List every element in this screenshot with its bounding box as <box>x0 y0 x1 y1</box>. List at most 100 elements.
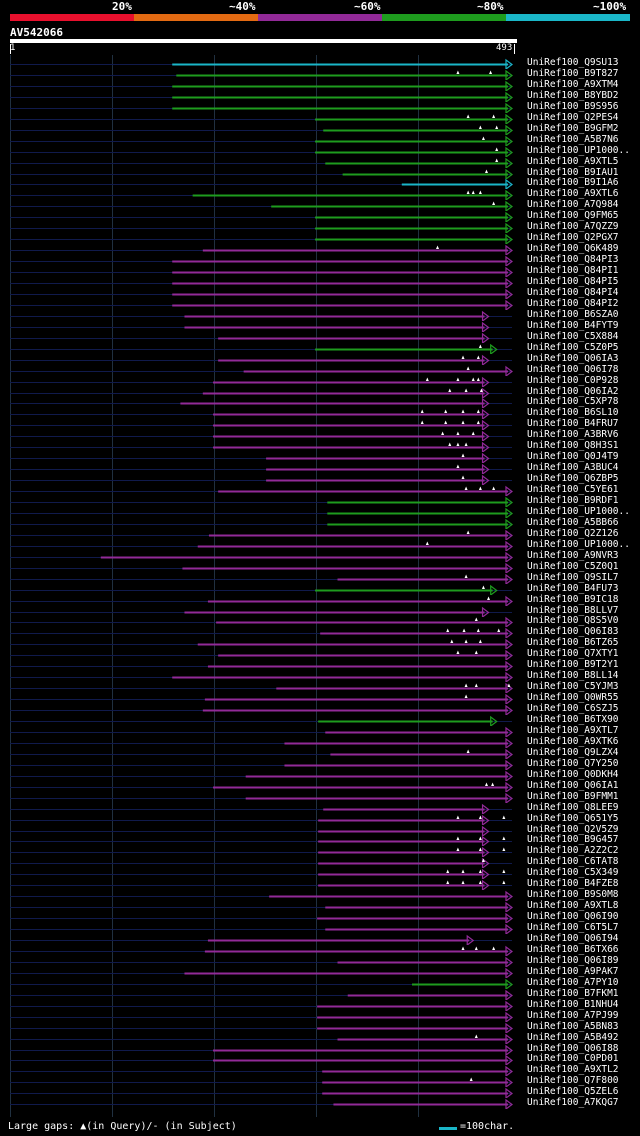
hit-row[interactable]: UniRef100_B9IC18 <box>0 593 640 606</box>
hit-row[interactable]: UniRef100_A2Z2C2 <box>0 845 640 858</box>
hit-row[interactable]: UniRef100_Q0J4T9 <box>0 451 640 464</box>
hit-label[interactable]: UniRef100_UP1000.. <box>527 144 630 156</box>
hit-label[interactable]: UniRef100_B9IC18 <box>527 593 619 605</box>
hit-label[interactable]: UniRef100_B6TX66 <box>527 943 619 955</box>
hit-label[interactable]: UniRef100_UP1000.. <box>527 538 630 550</box>
hit-label[interactable]: UniRef100_Q651Y5 <box>527 812 619 824</box>
hit-label[interactable]: UniRef100_B9GFM2 <box>527 122 619 134</box>
hit-row[interactable]: UniRef100_Q9SU13 <box>0 57 640 69</box>
hit-label[interactable]: UniRef100_Q84PI2 <box>527 297 619 309</box>
hit-label[interactable]: UniRef100_Q6ZBP5 <box>527 473 619 485</box>
hit-row[interactable]: UniRef100_A5BN83 <box>0 1021 640 1033</box>
hit-row[interactable]: UniRef100_A7KQG7 <box>0 1097 640 1110</box>
hit-row[interactable]: UniRef100_B6SZA0 <box>0 308 640 321</box>
hit-row[interactable]: UniRef100_C5YE61 <box>0 484 640 497</box>
hit-row[interactable]: UniRef100_Q0WR55 <box>0 692 640 705</box>
hit-row[interactable]: UniRef100_Q651Y5 <box>0 812 640 825</box>
hit-label[interactable]: UniRef100_A9XTL8 <box>527 900 619 912</box>
hit-label[interactable]: UniRef100_B4FU73 <box>527 582 619 594</box>
hit-row[interactable]: UniRef100_Q06I88 <box>0 1043 640 1055</box>
hit-row[interactable]: UniRef100_Q8S5V0 <box>0 615 640 628</box>
hit-row[interactable]: UniRef100_B9IAU1 <box>0 167 640 179</box>
hit-row[interactable]: UniRef100_B6SL10 <box>0 407 640 420</box>
hit-row[interactable]: UniRef100_B4FZE8 <box>0 878 640 891</box>
hit-label[interactable]: UniRef100_C6TAT8 <box>527 856 619 868</box>
hit-row[interactable]: UniRef100_Q06I83 <box>0 626 640 639</box>
hit-row[interactable]: UniRef100_Q8H3S1 <box>0 440 640 453</box>
hit-label[interactable]: UniRef100_Q06I90 <box>527 911 619 923</box>
hit-row[interactable]: UniRef100_Q7F800 <box>0 1075 640 1088</box>
hit-label[interactable]: UniRef100_Q0J4T9 <box>527 451 619 463</box>
hit-row[interactable]: UniRef100_Q06I94 <box>0 933 640 945</box>
hit-label[interactable]: UniRef100_A5BB66 <box>527 516 619 528</box>
hit-label[interactable]: UniRef100_C5YE61 <box>527 484 619 496</box>
hit-label[interactable]: UniRef100_C5Z0P5 <box>527 341 619 353</box>
hit-label[interactable]: UniRef100_Q6K489 <box>527 243 619 255</box>
hit-row[interactable]: UniRef100_B4FRU7 <box>0 418 640 431</box>
hit-row[interactable]: UniRef100_Q9FM65 <box>0 210 640 223</box>
hit-row[interactable]: UniRef100_Q2Z126 <box>0 528 640 540</box>
hit-row[interactable]: UniRef100_Q06IA3 <box>0 353 640 365</box>
hit-label[interactable]: UniRef100_C5Z0Q1 <box>527 560 619 572</box>
hit-label[interactable]: UniRef100_Q84PI3 <box>527 254 619 266</box>
hit-label[interactable]: UniRef100_C5X349 <box>527 867 619 879</box>
hit-label[interactable]: UniRef100_A3BUC4 <box>527 462 619 474</box>
hit-row[interactable]: UniRef100_B9T827 <box>0 67 640 80</box>
hit-label[interactable]: UniRef100_B1NHU4 <box>527 998 619 1010</box>
hit-label[interactable]: UniRef100_A3BRV6 <box>527 429 619 441</box>
hit-row[interactable]: UniRef100_UP1000.. <box>0 144 640 157</box>
hit-label[interactable]: UniRef100_A9PAK7 <box>527 965 619 977</box>
hit-label[interactable]: UniRef100_A5B492 <box>527 1031 619 1043</box>
hit-row[interactable]: UniRef100_Q0DKH4 <box>0 769 640 781</box>
hit-row[interactable]: UniRef100_Q5ZEL6 <box>0 1086 640 1099</box>
hit-label[interactable]: UniRef100_B6TX90 <box>527 714 619 725</box>
hit-label[interactable]: UniRef100_C5X884 <box>527 330 619 342</box>
hit-row[interactable]: UniRef100_A9XTL6 <box>0 188 640 201</box>
hit-row[interactable]: UniRef100_B9T2Y1 <box>0 659 640 672</box>
hit-label[interactable]: UniRef100_UP1000.. <box>527 505 630 517</box>
hit-label[interactable]: UniRef100_B9T827 <box>527 67 619 79</box>
hit-row[interactable]: UniRef100_Q84PI1 <box>0 265 640 278</box>
hit-row[interactable]: UniRef100_Q2PES4 <box>0 111 640 124</box>
hit-row[interactable]: UniRef100_UP1000.. <box>0 505 640 518</box>
hit-row[interactable]: UniRef100_B1NHU4 <box>0 998 640 1011</box>
hit-row[interactable]: UniRef100_A9XTL7 <box>0 725 640 737</box>
hit-row[interactable]: UniRef100_B9I1A6 <box>0 177 640 190</box>
hit-row[interactable]: UniRef100_Q84PI5 <box>0 276 640 288</box>
hit-row[interactable]: UniRef100_B9GFM2 <box>0 122 640 135</box>
hit-row[interactable]: UniRef100_C6SZJ5 <box>0 703 640 716</box>
hit-label[interactable]: UniRef100_Q84PI4 <box>527 286 619 298</box>
hit-row[interactable]: UniRef100_C5YJM3 <box>0 681 640 694</box>
hit-row[interactable]: UniRef100_Q9LZX4 <box>0 747 640 759</box>
hit-row[interactable]: UniRef100_C5X884 <box>0 330 640 343</box>
hit-label[interactable]: UniRef100_A9NVR3 <box>527 549 619 561</box>
hit-row[interactable]: UniRef100_A7Q984 <box>0 199 640 212</box>
hit-row[interactable]: UniRef100_B9RDF1 <box>0 495 640 507</box>
hit-row[interactable]: UniRef100_UP1000.. <box>0 538 640 551</box>
hit-label[interactable]: UniRef100_Q2PES4 <box>527 111 619 123</box>
hit-row[interactable]: UniRef100_C6TAT8 <box>0 856 640 869</box>
hit-label[interactable]: UniRef100_B7FKM1 <box>527 987 619 999</box>
hit-row[interactable]: UniRef100_B6TX66 <box>0 943 640 956</box>
hit-label[interactable]: UniRef100_A9XTK6 <box>527 735 619 747</box>
hit-row[interactable]: UniRef100_B8LL14 <box>0 670 640 683</box>
hit-row[interactable]: UniRef100_A9XTM4 <box>0 79 640 91</box>
hit-label[interactable]: UniRef100_B9I1A6 <box>527 177 619 189</box>
hit-row[interactable]: UniRef100_Q06IA1 <box>0 780 640 792</box>
hit-row[interactable]: UniRef100_Q7Y250 <box>0 758 640 770</box>
hit-row[interactable]: UniRef100_Q84PI4 <box>0 286 640 299</box>
hit-row[interactable]: UniRef100_Q06IA2 <box>0 386 640 398</box>
hit-label[interactable]: UniRef100_Q8S5V0 <box>527 615 619 627</box>
hit-label[interactable]: UniRef100_B4FZE8 <box>527 878 619 890</box>
hit-row[interactable]: UniRef100_B9G457 <box>0 834 640 847</box>
hit-label[interactable]: UniRef100_Q8LEE9 <box>527 801 619 813</box>
hit-row[interactable]: UniRef100_B9FMM1 <box>0 791 640 803</box>
hit-label[interactable]: UniRef100_A7KQG7 <box>527 1097 619 1109</box>
hit-row[interactable]: UniRef100_Q84PI2 <box>0 297 640 310</box>
hit-label[interactable]: UniRef100_Q84PI1 <box>527 265 619 277</box>
hit-label[interactable]: UniRef100_Q84PI5 <box>527 276 619 287</box>
hit-label[interactable]: UniRef100_B6SZA0 <box>527 308 619 320</box>
hit-row[interactable]: UniRef100_A5B492 <box>0 1031 640 1044</box>
hit-row[interactable]: UniRef100_A9XTL5 <box>0 156 640 168</box>
hit-row[interactable]: UniRef100_Q06I89 <box>0 955 640 967</box>
